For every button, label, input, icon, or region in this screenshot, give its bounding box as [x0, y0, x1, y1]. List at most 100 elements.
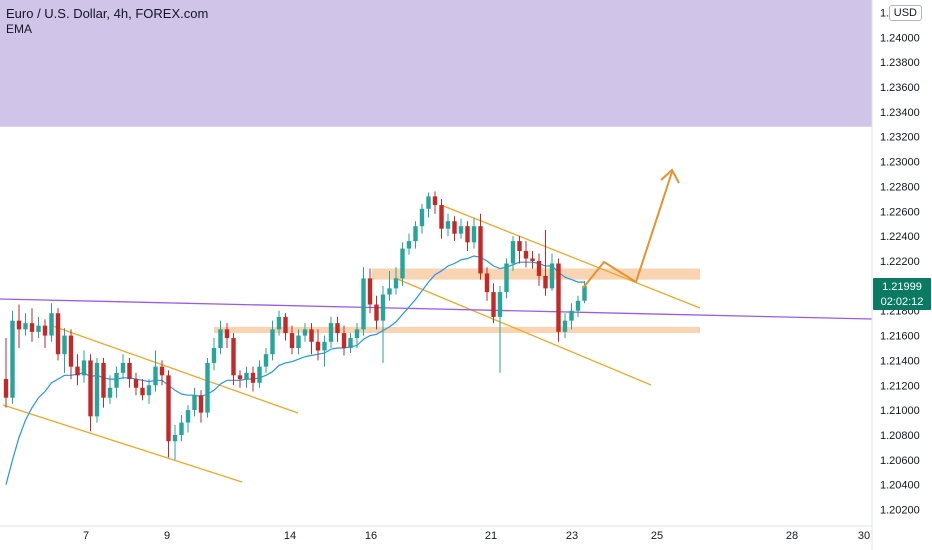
candle-body	[36, 325, 41, 332]
candle-body	[478, 226, 483, 274]
candle-body	[315, 341, 321, 351]
chart-title: Euro / U.S. Dollar, 4h, FOREX.com	[6, 6, 209, 21]
x-tick-label: 7	[83, 530, 89, 542]
candle-body	[101, 362, 106, 398]
candle-body	[55, 313, 61, 355]
candle-body	[250, 372, 256, 383]
y-tick-label: 1.21400	[880, 355, 920, 367]
candle-body	[270, 329, 275, 355]
currency-badge[interactable]: USD	[888, 5, 922, 21]
y-tick-label: 1.21000	[880, 405, 920, 417]
candle-body	[536, 261, 542, 276]
candle-body	[556, 263, 561, 332]
candle-body	[543, 275, 548, 289]
candle-body	[380, 294, 386, 321]
channel-line	[2, 404, 243, 483]
candle-body	[484, 273, 490, 293]
candle-body	[465, 226, 470, 243]
candle-body	[244, 372, 249, 380]
candle-body	[367, 278, 373, 305]
candle-body	[159, 366, 165, 376]
candle-body	[172, 435, 178, 442]
candles	[3, 191, 587, 460]
candle-body	[133, 379, 139, 388]
candle-body	[341, 333, 347, 348]
channel-line	[394, 277, 652, 386]
candle-body	[530, 258, 535, 261]
candle-body	[276, 316, 282, 330]
candle-body	[419, 208, 425, 227]
supply-zone	[0, 0, 872, 127]
candle-body	[3, 379, 9, 398]
y-tick-label: 1.21200	[880, 380, 920, 392]
candle-body	[146, 385, 152, 396]
candle-body	[23, 323, 28, 330]
candle-body	[562, 320, 568, 332]
candle-body	[387, 288, 392, 295]
y-tick-label: 1.20200	[880, 505, 920, 517]
candle-body	[517, 241, 522, 252]
candle-body	[114, 372, 119, 388]
y-tick-label: 1.22600	[880, 206, 920, 218]
candle-body	[354, 329, 360, 339]
candle-body	[374, 304, 379, 321]
candle-body	[185, 410, 191, 423]
candle-body	[107, 387, 113, 398]
candle-body	[328, 323, 334, 342]
candle-body	[348, 338, 353, 348]
ema-line	[5, 255, 585, 485]
candle-body	[166, 375, 171, 442]
x-tick-label: 25	[651, 530, 663, 542]
candle-body	[458, 226, 464, 234]
candle-body	[179, 422, 184, 435]
resistance-zone	[372, 268, 700, 280]
candle-body	[335, 323, 340, 334]
candle-body	[452, 221, 457, 234]
candle-body	[393, 278, 399, 289]
candle-body	[16, 320, 22, 330]
candle-body	[361, 278, 366, 330]
y-tick-label: 1.20400	[880, 480, 920, 492]
candle-body	[283, 316, 288, 334]
candle-body	[413, 226, 418, 242]
candle-body	[127, 362, 132, 380]
candle-body	[68, 335, 74, 367]
candle-body	[575, 300, 581, 311]
x-tick-label: 23	[566, 530, 578, 542]
candle-body	[94, 362, 100, 417]
candle-body	[231, 338, 236, 376]
candle-body	[569, 310, 574, 321]
y-tick-label: 1.20800	[880, 430, 920, 442]
support-zone	[214, 326, 700, 334]
candle-body	[257, 366, 262, 383]
y-tick-label: 1.23200	[880, 132, 920, 144]
candle-body	[42, 325, 48, 336]
candle-body	[218, 329, 223, 348]
candle-body	[549, 263, 555, 289]
trendline	[0, 298, 873, 320]
candle-body	[582, 285, 587, 301]
price-axis-bg	[872, 0, 932, 550]
candle-body	[88, 360, 93, 417]
candle-body	[309, 329, 314, 342]
candle-body	[211, 348, 217, 363]
channel-line	[440, 204, 701, 309]
candle-body	[439, 205, 444, 229]
candle-body	[224, 329, 230, 339]
candle-body	[29, 323, 35, 332]
y-tick-label: 1.21600	[880, 331, 920, 343]
candle-body	[153, 366, 158, 386]
y-tick-label: 1.23800	[880, 57, 920, 69]
candle-body	[432, 196, 438, 206]
current-price-value: 1.21999	[882, 281, 922, 293]
candle-body	[322, 341, 327, 351]
y-tick-label: 1.23000	[880, 157, 920, 169]
candle-body	[302, 329, 308, 336]
bar-countdown: 02:02:12	[881, 296, 924, 308]
projection-path	[582, 171, 673, 289]
indicator-label[interactable]: EMA	[6, 22, 33, 36]
candle-body	[491, 292, 496, 317]
candle-body	[426, 196, 431, 209]
candle-body	[263, 354, 269, 367]
